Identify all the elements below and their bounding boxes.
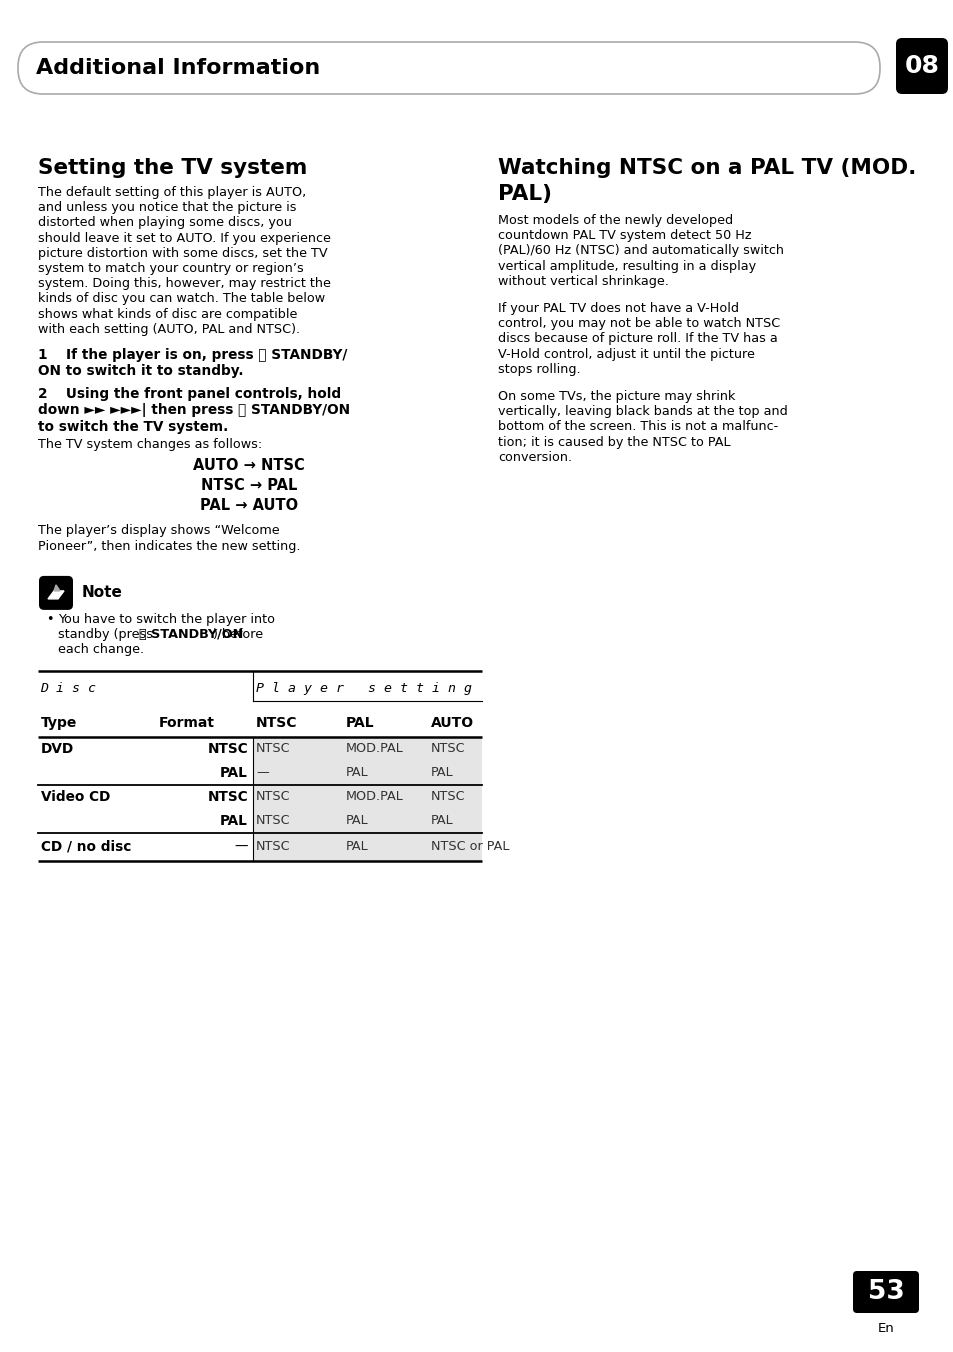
Text: NTSC: NTSC [431, 790, 465, 803]
Text: Format: Format [159, 715, 214, 730]
Text: PAL: PAL [346, 715, 375, 730]
Text: 2  Using the front panel controls, hold: 2 Using the front panel controls, hold [38, 387, 341, 402]
Text: Pioneer”, then indicates the new setting.: Pioneer”, then indicates the new setting… [38, 539, 300, 553]
Text: Watching NTSC on a PAL TV (MOD.: Watching NTSC on a PAL TV (MOD. [497, 158, 916, 178]
Text: Type: Type [41, 715, 77, 730]
Text: ⏻ STANDBY/ON: ⏻ STANDBY/ON [139, 629, 243, 641]
Text: The default setting of this player is AUTO,: The default setting of this player is AU… [38, 187, 306, 199]
Text: You have to switch the player into: You have to switch the player into [58, 612, 274, 626]
Text: Most models of the newly developed: Most models of the newly developed [497, 214, 732, 227]
Text: On some TVs, the picture may shrink: On some TVs, the picture may shrink [497, 389, 735, 403]
Text: NTSC: NTSC [255, 715, 297, 730]
FancyBboxPatch shape [852, 1271, 918, 1313]
Text: tion; it is caused by the NTSC to PAL: tion; it is caused by the NTSC to PAL [497, 435, 730, 449]
Text: (PAL)/60 Hz (NTSC) and automatically switch: (PAL)/60 Hz (NTSC) and automatically swi… [497, 245, 783, 257]
Text: shows what kinds of disc are compatible: shows what kinds of disc are compatible [38, 308, 297, 320]
Text: PAL: PAL [220, 814, 248, 827]
Text: system to match your country or region’s: system to match your country or region’s [38, 262, 303, 274]
Polygon shape [48, 591, 64, 599]
Text: AUTO → NTSC: AUTO → NTSC [193, 458, 305, 473]
Text: kinds of disc you can watch. The table below: kinds of disc you can watch. The table b… [38, 292, 325, 306]
Text: PAL: PAL [346, 767, 368, 779]
Text: 53: 53 [866, 1279, 903, 1305]
Text: vertical amplitude, resulting in a display: vertical amplitude, resulting in a displ… [497, 260, 756, 273]
Bar [253, 808, 481, 833]
Text: P l a y e r   s e t t i n g: P l a y e r s e t t i n g [255, 681, 472, 695]
Bar [253, 784, 481, 808]
Text: 08: 08 [903, 54, 939, 78]
Text: The TV system changes as follows:: The TV system changes as follows: [38, 438, 262, 452]
Text: each change.: each change. [58, 644, 144, 656]
Bar [253, 737, 481, 761]
Text: should leave it set to AUTO. If you experience: should leave it set to AUTO. If you expe… [38, 231, 331, 245]
Text: distorted when playing some discs, you: distorted when playing some discs, you [38, 216, 292, 230]
Text: and unless you notice that the picture is: and unless you notice that the picture i… [38, 201, 296, 214]
Text: Note: Note [82, 585, 123, 600]
Text: D i s c: D i s c [40, 681, 96, 695]
Text: ON to switch it to standby.: ON to switch it to standby. [38, 365, 243, 379]
Text: NTSC: NTSC [255, 840, 291, 853]
Text: PAL: PAL [220, 765, 248, 780]
Text: Additional Information: Additional Information [36, 58, 320, 78]
Text: NTSC: NTSC [431, 742, 465, 754]
Text: to switch the TV system.: to switch the TV system. [38, 420, 228, 434]
Text: NTSC: NTSC [255, 790, 291, 803]
Text: NTSC: NTSC [207, 741, 248, 756]
Text: NTSC: NTSC [207, 790, 248, 803]
Text: The player’s display shows “Welcome: The player’s display shows “Welcome [38, 525, 279, 538]
Text: without vertical shrinkage.: without vertical shrinkage. [497, 274, 668, 288]
Text: system. Doing this, however, may restrict the: system. Doing this, however, may restric… [38, 277, 331, 291]
Text: •: • [46, 612, 53, 626]
Bar [253, 761, 481, 784]
Text: PAL: PAL [346, 840, 368, 853]
Text: PAL → AUTO: PAL → AUTO [200, 499, 297, 514]
Text: V-Hold control, adjust it until the picture: V-Hold control, adjust it until the pict… [497, 347, 754, 361]
Text: with each setting (AUTO, PAL and NTSC).: with each setting (AUTO, PAL and NTSC). [38, 323, 300, 335]
Text: PAL: PAL [431, 814, 453, 827]
Text: PAL: PAL [346, 814, 368, 827]
FancyBboxPatch shape [39, 576, 73, 610]
Polygon shape [54, 585, 60, 591]
Text: vertically, leaving black bands at the top and: vertically, leaving black bands at the t… [497, 406, 787, 418]
Text: Setting the TV system: Setting the TV system [38, 158, 307, 178]
Text: 1  If the player is on, press ⏻ STANDBY/: 1 If the player is on, press ⏻ STANDBY/ [38, 347, 347, 362]
Text: CD / no disc: CD / no disc [41, 840, 132, 853]
Text: conversion.: conversion. [497, 450, 572, 464]
Text: —: — [255, 767, 269, 779]
Text: discs because of picture roll. If the TV has a: discs because of picture roll. If the TV… [497, 333, 777, 345]
Text: —: — [234, 840, 248, 853]
Text: ) before: ) before [213, 629, 263, 641]
Text: DVD: DVD [41, 741, 74, 756]
Text: NTSC: NTSC [255, 742, 291, 754]
Text: AUTO: AUTO [431, 715, 474, 730]
Text: down ►► ►►►| then press ⏻ STANDBY/ON: down ►► ►►►| then press ⏻ STANDBY/ON [38, 403, 350, 418]
Text: MOD.PAL: MOD.PAL [346, 742, 403, 754]
FancyBboxPatch shape [18, 42, 879, 95]
Text: stops rolling.: stops rolling. [497, 362, 580, 376]
Text: control, you may not be able to watch NTSC: control, you may not be able to watch NT… [497, 318, 780, 330]
Text: NTSC → PAL: NTSC → PAL [200, 479, 297, 493]
Text: PAL: PAL [431, 767, 453, 779]
Text: countdown PAL TV system detect 50 Hz: countdown PAL TV system detect 50 Hz [497, 230, 751, 242]
Text: En: En [877, 1321, 893, 1334]
Text: PAL): PAL) [497, 184, 552, 204]
Text: bottom of the screen. This is not a malfunc-: bottom of the screen. This is not a malf… [497, 420, 778, 434]
Text: If your PAL TV does not have a V-Hold: If your PAL TV does not have a V-Hold [497, 301, 739, 315]
Bar [253, 833, 481, 860]
Text: standby (press: standby (press [58, 629, 157, 641]
FancyBboxPatch shape [895, 38, 947, 95]
Text: Video CD: Video CD [41, 790, 111, 803]
Text: NTSC or PAL: NTSC or PAL [431, 840, 509, 853]
Text: NTSC: NTSC [255, 814, 291, 827]
Text: MOD.PAL: MOD.PAL [346, 790, 403, 803]
Text: picture distortion with some discs, set the TV: picture distortion with some discs, set … [38, 247, 327, 260]
